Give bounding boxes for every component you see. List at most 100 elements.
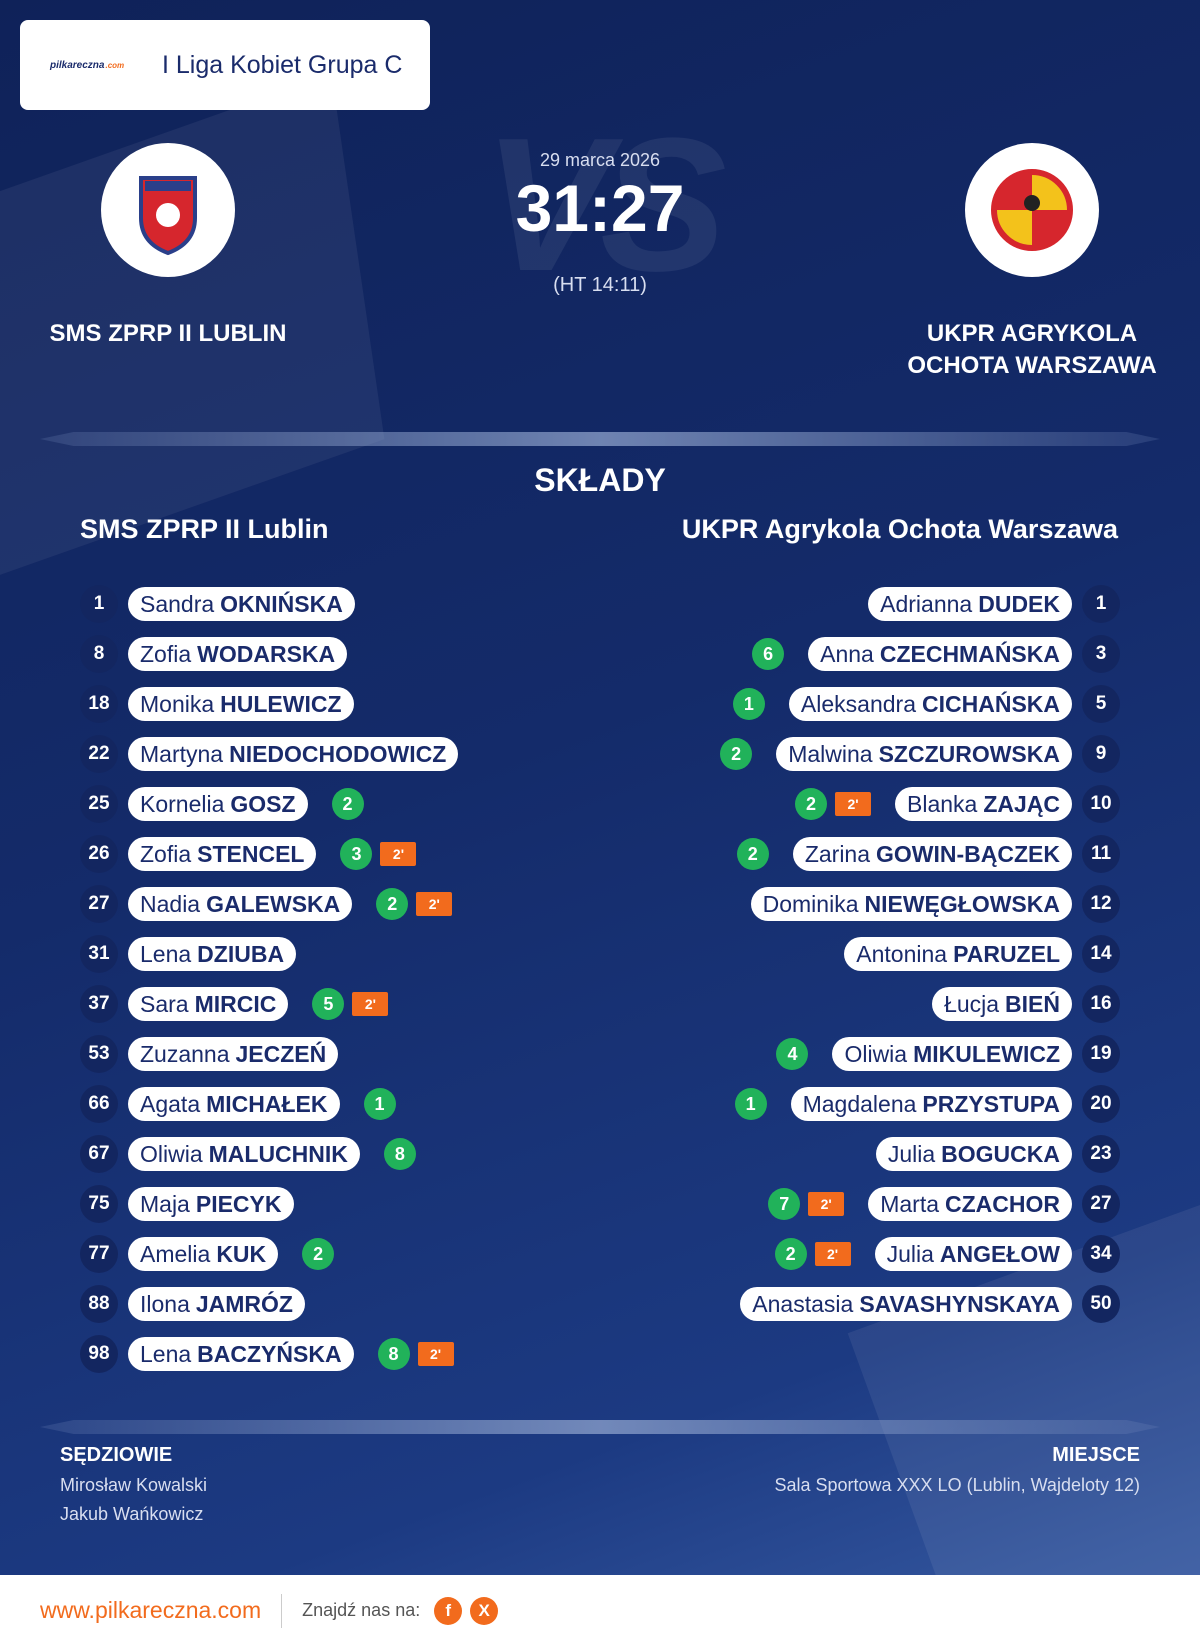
- first-name: Lena: [140, 1340, 192, 1367]
- player-name[interactable]: Dominika NIEWĘGŁOWSKA: [750, 887, 1072, 921]
- player-name[interactable]: Lena BACZYŃSKA: [128, 1337, 354, 1371]
- player-number: 1: [1082, 585, 1120, 623]
- last-name: CZACHOR: [945, 1190, 1060, 1217]
- last-name: JECZEŃ: [235, 1040, 327, 1067]
- player-name[interactable]: Julia ANGEŁOW: [874, 1237, 1072, 1271]
- site-link[interactable]: www.pilkareczna.com: [40, 1597, 262, 1623]
- halftime: (HT 14:11): [553, 274, 647, 296]
- player-row: Antonina PARUZEL 14: [844, 934, 1120, 974]
- last-name: BACZYŃSKA: [197, 1340, 342, 1367]
- last-name: CICHAŃSKA: [922, 690, 1060, 717]
- venue-value: Sala Sportowa XXX LO (Lublin, Wajdeloty …: [774, 1475, 1140, 1495]
- first-name: Martyna: [140, 740, 224, 767]
- player-name[interactable]: Anastasia SAVASHYNSKAYA: [740, 1287, 1072, 1321]
- player-number: 18: [80, 685, 118, 723]
- last-name: ZAJĄC: [983, 790, 1060, 817]
- player-row: 26 Zofia STENCEL 3 2': [80, 834, 417, 874]
- match-date: 29 marca 2026: [539, 150, 661, 170]
- last-name: BOGUCKA: [941, 1140, 1060, 1167]
- last-name: MIRCIC: [194, 990, 277, 1017]
- social-icon[interactable]: X: [470, 1596, 499, 1625]
- goals-badge: 2: [376, 888, 409, 920]
- player-name[interactable]: Julia BOGUCKA: [875, 1137, 1072, 1171]
- player-name[interactable]: Lena DZIUBA: [128, 937, 297, 971]
- player-name[interactable]: Sara MIRCIC: [128, 987, 289, 1021]
- player-number: 20: [1082, 1085, 1120, 1123]
- officials-label: SĘDZIOWIE: [60, 1444, 173, 1466]
- goals-badge: 2: [774, 1238, 807, 1270]
- player-name[interactable]: Łucja BIEŃ: [932, 987, 1072, 1021]
- player-name[interactable]: Zarina GOWIN-BĄCZEK: [792, 837, 1072, 871]
- away-lineup-title: UKPR Agrykola Ochota Warszawa: [681, 514, 1118, 544]
- player-name[interactable]: Blanka ZAJĄC: [895, 787, 1072, 821]
- last-name: GALEWSKA: [206, 890, 341, 917]
- player-number: 11: [1082, 835, 1120, 873]
- player-name[interactable]: Kornelia GOSZ: [128, 787, 308, 821]
- player-name[interactable]: Adrianna DUDEK: [868, 587, 1072, 621]
- goals-badge: 8: [383, 1138, 416, 1170]
- player-number: 5: [1082, 685, 1120, 723]
- player-row: 8 Zofia WODARSKA: [80, 634, 348, 674]
- player-row: 2 2' Blanka ZAJĄC 10: [795, 784, 1120, 824]
- player-number: 77: [80, 1235, 118, 1273]
- separator: [40, 1420, 1160, 1434]
- first-name: Łucja: [944, 990, 1000, 1017]
- last-name: ANGEŁOW: [939, 1240, 1060, 1267]
- first-name: Aleksandra: [800, 690, 916, 717]
- player-number: 53: [80, 1035, 118, 1073]
- player-name[interactable]: Zuzanna JECZEŃ: [128, 1037, 339, 1071]
- first-name: Oliwia: [844, 1040, 908, 1067]
- home-team-name: SMS ZPRP II LUBLIN: [50, 318, 287, 350]
- first-name: Lena: [140, 940, 192, 967]
- first-name: Nadia: [140, 890, 201, 917]
- player-name[interactable]: Martyna NIEDOCHODOWICZ: [128, 737, 459, 771]
- last-name: SAVASHYNSKAYA: [859, 1290, 1060, 1317]
- player-name[interactable]: Oliwia MIKULEWICZ: [832, 1037, 1072, 1071]
- player-number: 3: [1082, 635, 1120, 673]
- find-us: Znajdź nas na:: [302, 1600, 421, 1620]
- player-row: 37 Sara MIRCIC 5 2': [80, 984, 389, 1024]
- player-name[interactable]: Maja PIECYK: [128, 1187, 294, 1221]
- away-team-name: UKPR AGRYKOLA OCHOTA WARSZAWA: [907, 318, 1156, 382]
- last-name: DUDEK: [978, 590, 1060, 617]
- first-name: Anastasia: [752, 1290, 854, 1317]
- first-name: Sandra: [140, 590, 215, 617]
- last-name: PRZYSTUPA: [922, 1090, 1060, 1117]
- social-icon[interactable]: f: [434, 1596, 463, 1625]
- player-name[interactable]: Zofia STENCEL: [128, 837, 317, 871]
- player-name[interactable]: Sandra OKNIŃSKA: [128, 587, 355, 621]
- penalty-badge: 2': [808, 1192, 845, 1216]
- player-name[interactable]: Magdalena PRZYSTUPA: [790, 1087, 1072, 1121]
- score: 31:27: [515, 171, 685, 245]
- player-name[interactable]: Amelia KUK: [128, 1237, 279, 1271]
- home-lineup-title: SMS ZPRP II Lublin: [80, 514, 329, 544]
- first-name: Zarina: [804, 840, 871, 867]
- first-name: Monika: [140, 690, 215, 717]
- player-row: 25 Kornelia GOSZ 2: [80, 784, 364, 824]
- player-number: 16: [1082, 985, 1120, 1023]
- first-name: Dominika: [762, 890, 859, 917]
- first-name: Ilona: [140, 1290, 190, 1317]
- player-name[interactable]: Malwina SZCZUROWSKA: [776, 737, 1072, 771]
- player-name[interactable]: Ilona JAMRÓZ: [128, 1287, 305, 1321]
- last-name: WODARSKA: [197, 640, 336, 667]
- first-name: Anna: [820, 640, 874, 667]
- goals-badge: 1: [734, 1088, 767, 1120]
- player-name[interactable]: Zofia WODARSKA: [128, 637, 348, 671]
- player-name[interactable]: Aleksandra CICHAŃSKA: [788, 687, 1072, 721]
- player-row: 1 Aleksandra CICHAŃSKA 5: [732, 684, 1120, 724]
- player-row: 22 Martyna NIEDOCHODOWICZ: [80, 734, 459, 774]
- last-name: PIECYK: [195, 1190, 282, 1217]
- player-number: 88: [80, 1285, 118, 1323]
- player-name[interactable]: Nadia GALEWSKA: [128, 887, 353, 921]
- player-name[interactable]: Anna CZECHMAŃSKA: [808, 637, 1072, 671]
- player-name[interactable]: Monika HULEWICZ: [128, 687, 354, 721]
- player-name[interactable]: Oliwia MALUCHNIK: [128, 1137, 360, 1171]
- last-name: DZIUBA: [197, 940, 285, 967]
- player-row: 75 Maja PIECYK: [80, 1184, 294, 1224]
- player-name[interactable]: Marta CZACHOR: [868, 1187, 1072, 1221]
- player-name[interactable]: Antonina PARUZEL: [844, 937, 1072, 971]
- player-name[interactable]: Agata MICHAŁEK: [128, 1087, 340, 1121]
- logo[interactable]: pilkareczna .com: [50, 60, 140, 71]
